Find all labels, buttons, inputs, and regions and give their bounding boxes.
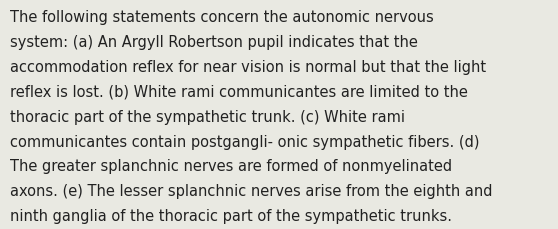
Text: system: (a) An Argyll Robertson pupil indicates that the: system: (a) An Argyll Robertson pupil in… — [10, 35, 418, 50]
Text: communicantes contain postgangli- onic sympathetic fibers. (d): communicantes contain postgangli- onic s… — [10, 134, 479, 149]
Text: thoracic part of the sympathetic trunk. (c) White rami: thoracic part of the sympathetic trunk. … — [10, 109, 405, 124]
Text: accommodation reflex for near vision is normal but that the light: accommodation reflex for near vision is … — [10, 60, 486, 75]
Text: ninth ganglia of the thoracic part of the sympathetic trunks.: ninth ganglia of the thoracic part of th… — [10, 208, 452, 223]
Text: axons. (e) The lesser splanchnic nerves arise from the eighth and: axons. (e) The lesser splanchnic nerves … — [10, 183, 493, 198]
Text: reflex is lost. (b) White rami communicantes are limited to the: reflex is lost. (b) White rami communica… — [10, 85, 468, 99]
Text: The greater splanchnic nerves are formed of nonmyelinated: The greater splanchnic nerves are formed… — [10, 159, 452, 174]
Text: The following statements concern the autonomic nervous: The following statements concern the aut… — [10, 10, 434, 25]
